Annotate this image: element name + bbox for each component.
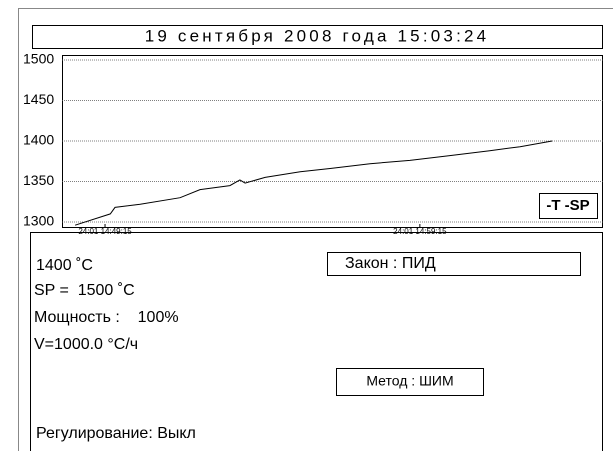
plot-area xyxy=(62,55,603,228)
legend: -T -SP xyxy=(546,197,589,214)
header-datetime: 19 сентября 2008 года 15:03:24 xyxy=(145,26,490,45)
setpoint: SP = 1500 ˚C xyxy=(34,282,135,299)
x-tick-label: 24:01 14:59:15 xyxy=(393,227,447,236)
chart: 1300 1350 1400 1450 1500 24:01 14:49:15 24:01 … xyxy=(23,51,603,236)
method-box xyxy=(336,368,484,396)
regulation: Регулирование: Выкл xyxy=(36,425,196,442)
y-tick-label: 1300 xyxy=(23,213,54,229)
power: Мощность : 100% xyxy=(34,309,179,326)
y-tick-label: 1500 xyxy=(23,51,54,67)
legend-box xyxy=(539,193,598,219)
y-tick-label: 1400 xyxy=(23,132,54,148)
y-tick-label: 1350 xyxy=(23,172,54,188)
temperature: 1400 ˚C xyxy=(36,257,93,274)
x-tick-label: 24:01 14:49:15 xyxy=(78,227,132,236)
law: Закон : ПИД xyxy=(345,255,436,272)
temperature-line xyxy=(74,140,553,226)
law-box xyxy=(327,252,581,276)
rate: V=1000.0 °C/ч xyxy=(34,336,138,353)
header-box xyxy=(32,25,603,49)
method: Метод : ШИМ xyxy=(366,373,453,389)
y-tick-label: 1450 xyxy=(23,91,54,107)
